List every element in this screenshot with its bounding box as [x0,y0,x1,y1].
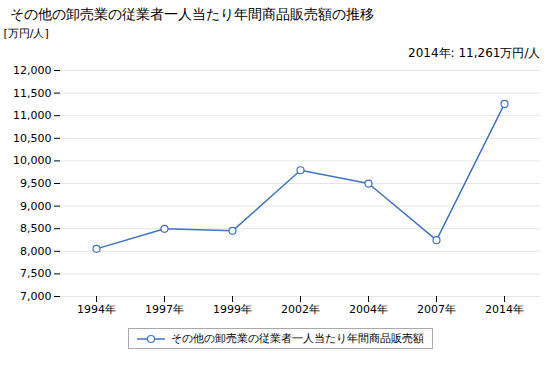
svg-text:[万円/人]: [万円/人] [4,27,49,40]
svg-text:9,000: 9,000 [20,200,52,213]
svg-text:2007年: 2007年 [417,303,456,316]
svg-text:8,000: 8,000 [20,245,52,258]
html-text:その他の卸売業の従業者一人当たり年間商品販売額: その他の卸売業の従業者一人当たり年間商品販売額 [170,332,424,345]
svg-text:2002年: 2002年 [281,303,320,316]
svg-text:12,000: 12,000 [13,64,52,77]
svg-text:1994年: 1994年 [77,303,116,316]
svg-text:7,000: 7,000 [20,290,52,303]
svg-text:2014年: 2014年 [485,303,524,316]
svg-text:10,000: 10,000 [13,154,52,167]
svg-text:9,500: 9,500 [20,177,52,190]
svg-text:11,000: 11,000 [13,109,52,122]
svg-text:8,500: 8,500 [20,222,52,235]
svg-text:11,500: 11,500 [13,87,52,100]
svg-text:1997年: 1997年 [145,303,184,316]
svg-text:10,500: 10,500 [13,132,52,145]
svg-text:1999年: 1999年 [213,303,252,316]
svg-text:7,500: 7,500 [20,267,52,280]
svg-text:2004年: 2004年 [349,303,388,316]
svg-text:2014年: 11,261万円/人: 2014年: 11,261万円/人 [408,46,540,60]
html-text:その他の卸売業の従業者一人当たり年間商品販売額の推移: その他の卸売業の従業者一人当たり年間商品販売額の推移 [10,6,374,22]
